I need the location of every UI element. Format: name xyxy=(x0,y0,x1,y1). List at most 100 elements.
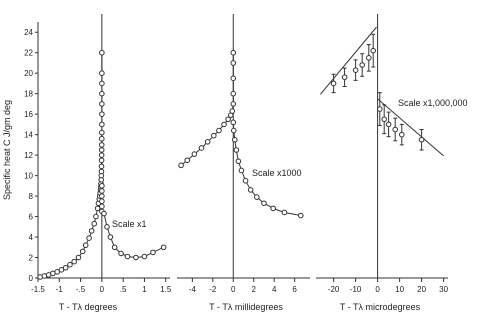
data-point xyxy=(98,142,105,148)
x-tick-label: -2 xyxy=(209,285,217,294)
x-tick-label: 1 xyxy=(142,285,147,294)
data-point xyxy=(88,228,95,234)
data-point xyxy=(99,203,105,210)
data-point xyxy=(232,136,238,143)
data-point xyxy=(352,67,359,73)
x-tick-label: 0 xyxy=(100,285,105,294)
y-tick-label: 12 xyxy=(24,151,33,160)
y-tick-label: 16 xyxy=(24,110,33,119)
data-point xyxy=(247,187,254,193)
curve-line xyxy=(39,52,103,278)
data-point xyxy=(230,127,237,134)
data-point xyxy=(98,147,105,153)
x-tick-label: -.5 xyxy=(76,285,86,294)
data-point xyxy=(281,209,288,216)
x-tick-label: -4 xyxy=(189,285,197,294)
y-tick-label: 24 xyxy=(24,28,33,37)
y-tick-label: 20 xyxy=(24,69,33,78)
data-point xyxy=(98,152,105,158)
data-point xyxy=(99,121,105,128)
x-tick-label: -20 xyxy=(328,285,340,294)
x-tick-label: 4 xyxy=(272,285,277,294)
data-point xyxy=(58,267,65,273)
data-point xyxy=(99,183,105,189)
data-point xyxy=(178,162,184,169)
data-point xyxy=(191,151,198,157)
data-point xyxy=(141,253,148,260)
data-point xyxy=(79,248,86,255)
data-point xyxy=(297,212,304,219)
data-point xyxy=(107,234,114,240)
x-tick-label: 10 xyxy=(395,285,404,294)
y-tick-label: 22 xyxy=(24,49,33,58)
y-tick-label: 0 xyxy=(29,274,34,283)
data-point xyxy=(99,101,105,107)
data-point xyxy=(229,108,236,114)
data-point xyxy=(184,157,191,164)
y-tick-label: 8 xyxy=(29,192,34,201)
data-point xyxy=(221,121,227,128)
data-point xyxy=(261,200,267,207)
y-tick-label: 14 xyxy=(24,131,33,140)
x-tick-label: 20 xyxy=(417,285,426,294)
data-point xyxy=(216,127,222,134)
data-point xyxy=(377,106,383,112)
data-point xyxy=(99,193,105,199)
data-point xyxy=(230,60,237,66)
data-point xyxy=(99,90,105,97)
x-tick-label: 1.5 xyxy=(160,285,172,294)
y-axis-label: Specific heat C J/gm deg xyxy=(2,100,12,200)
data-point xyxy=(82,242,89,249)
data-point xyxy=(230,101,237,107)
x-tick-label: 2 xyxy=(252,285,257,294)
x-axis-label-millidegrees: T - Tλ millidegrees xyxy=(209,302,283,312)
data-point xyxy=(160,244,167,251)
panel-microdegrees: T - Tλ microdegrees Scale x1,000,000 -20… xyxy=(316,14,468,312)
data-point xyxy=(98,157,105,164)
data-point xyxy=(385,121,392,128)
data-point xyxy=(54,269,60,275)
data-point xyxy=(381,116,388,123)
data-point xyxy=(104,224,110,230)
x-axis-label-degrees: T - Tλ degrees xyxy=(59,302,118,312)
panel-degrees: T - Tλ degrees Scale x1 -1.5 -1 -.5 0 .5 1 1.5… xyxy=(24,14,172,312)
annotation-scale-x1000: Scale x1000 xyxy=(252,168,302,178)
data-point xyxy=(399,131,405,138)
data-point xyxy=(124,253,131,260)
y-tick-label: 6 xyxy=(29,213,34,222)
data-point xyxy=(418,136,425,143)
data-point xyxy=(91,220,98,227)
x-tick-label: 30 xyxy=(439,285,448,294)
data-point xyxy=(242,177,249,184)
data-point xyxy=(230,90,237,97)
x-tick-label: -1.5 xyxy=(31,285,45,294)
data-point xyxy=(366,55,372,61)
annotation-scale-x1: Scale x1 xyxy=(112,219,147,229)
data-point xyxy=(99,70,105,76)
fit-line xyxy=(377,98,444,157)
data-point xyxy=(238,167,245,174)
data-point xyxy=(198,145,205,151)
data-point xyxy=(230,49,237,56)
data-point xyxy=(99,129,105,136)
x-tick-label: 0 xyxy=(375,285,380,294)
data-point xyxy=(230,75,237,82)
data-point xyxy=(233,147,240,153)
data-point xyxy=(99,49,105,56)
data-point xyxy=(98,135,105,142)
data-point xyxy=(111,244,118,251)
data-point xyxy=(99,188,105,194)
data-point xyxy=(99,80,105,87)
data-point xyxy=(118,250,124,257)
panel-millidegrees: T - Tλ millidegrees Scale x1000 -4 -2 0 2 4 6 xyxy=(177,14,310,312)
data-point xyxy=(98,168,105,175)
data-point xyxy=(133,254,139,261)
data-point xyxy=(235,158,242,165)
data-point xyxy=(225,116,231,123)
x-tick-label: -1 xyxy=(56,285,64,294)
data-point xyxy=(98,163,105,170)
data-point xyxy=(330,80,337,87)
x-tick-label: -10 xyxy=(350,285,362,294)
data-point xyxy=(93,213,99,220)
data-point xyxy=(230,119,237,126)
